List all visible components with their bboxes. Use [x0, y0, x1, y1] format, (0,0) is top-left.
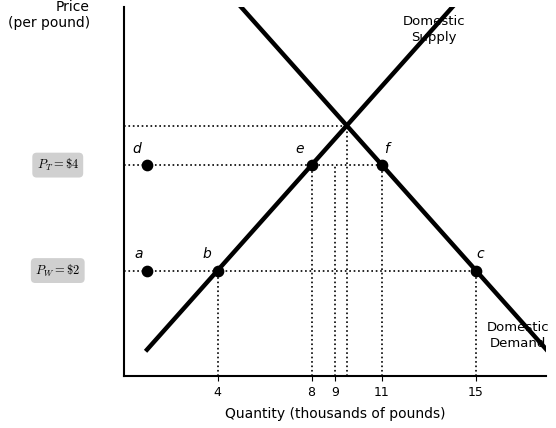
Point	[307, 162, 316, 169]
Point	[471, 267, 480, 274]
Point	[142, 267, 151, 274]
Y-axis label: Price
(per pound): Price (per pound)	[8, 0, 90, 30]
Point	[378, 162, 386, 169]
Text: e: e	[295, 142, 304, 156]
Point	[142, 162, 151, 169]
Text: b: b	[202, 247, 211, 261]
Text: $P_T = \$4$: $P_T = \$4$	[37, 157, 79, 173]
X-axis label: Quantity (thousands of pounds): Quantity (thousands of pounds)	[225, 407, 445, 421]
Text: Domestic
Demand: Domestic Demand	[487, 321, 549, 350]
Text: a: a	[135, 247, 143, 261]
Text: Domestic
Supply: Domestic Supply	[403, 15, 465, 44]
Text: c: c	[476, 247, 484, 261]
Point	[213, 267, 222, 274]
Text: f: f	[384, 142, 389, 156]
Text: d: d	[132, 142, 141, 156]
Text: $P_W = \$2$: $P_W = \$2$	[35, 262, 80, 279]
